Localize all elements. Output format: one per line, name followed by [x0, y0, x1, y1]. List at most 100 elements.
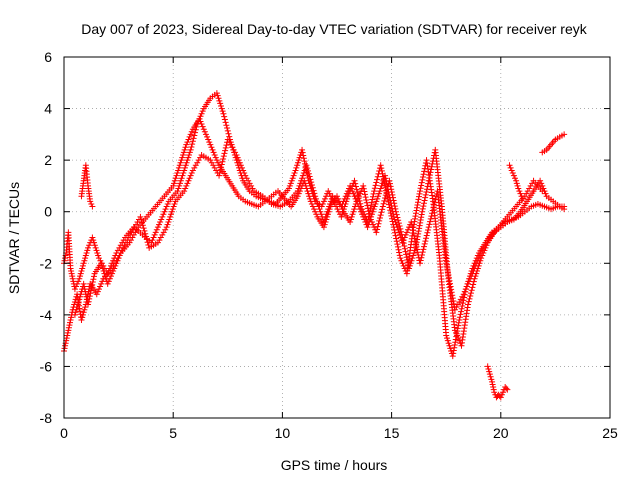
data-point: [420, 171, 427, 178]
data-point: [392, 232, 399, 239]
data-point: [374, 173, 381, 180]
data-point: [160, 211, 167, 218]
data-point: [377, 212, 384, 219]
data-point: [211, 164, 218, 171]
data-point: [156, 237, 163, 244]
data-point: [178, 157, 185, 164]
data-point: [392, 219, 399, 226]
data-point: [487, 373, 494, 380]
data-point: [176, 182, 183, 189]
data-point: [379, 206, 386, 213]
data-point: [321, 221, 328, 228]
data-point: [302, 182, 309, 189]
data-point: [186, 133, 193, 140]
data-point: [285, 185, 292, 192]
data-point: [354, 200, 361, 207]
data-point: [404, 257, 411, 264]
data-point: [429, 207, 436, 214]
data-point: [220, 155, 227, 162]
data-point: [486, 368, 493, 375]
data-point: [169, 206, 176, 213]
data-point: [462, 286, 469, 293]
data-point: [294, 193, 301, 200]
data-point: [423, 235, 430, 242]
data-point: [87, 290, 94, 297]
data-point: [308, 181, 315, 188]
data-point: [352, 195, 359, 202]
data-point: [181, 188, 188, 195]
data-point: [226, 139, 233, 146]
data-point: [185, 154, 192, 161]
data-point: [408, 219, 415, 226]
data-point: [110, 268, 117, 275]
data-point: [411, 232, 418, 239]
data-point: [450, 300, 457, 307]
data-point: [488, 376, 495, 383]
data-point: [383, 178, 390, 185]
data-point: [410, 227, 417, 234]
data-point: [418, 211, 425, 218]
data-point: [369, 193, 376, 200]
data-point: [226, 133, 233, 140]
data-point: [393, 238, 400, 245]
data-point: [453, 329, 460, 336]
data-point: [477, 252, 484, 259]
data-point: [80, 260, 87, 267]
data-point: [187, 131, 194, 138]
data-point: [302, 160, 309, 167]
data-point: [414, 199, 421, 206]
data-point: [403, 229, 410, 236]
data-point: [457, 296, 464, 303]
data-point: [184, 180, 191, 187]
data-point: [65, 327, 72, 334]
data-point: [173, 172, 180, 179]
data-point: [519, 195, 526, 202]
data-point: [423, 186, 430, 193]
data-point: [333, 203, 340, 210]
data-point: [78, 268, 85, 275]
data-point: [111, 265, 118, 272]
data-point: [68, 314, 75, 321]
y-tick-label: 2: [44, 152, 52, 168]
data-point: [248, 182, 255, 189]
data-point: [514, 182, 521, 189]
data-point: [191, 164, 198, 171]
data-point: [311, 190, 318, 197]
data-point: [182, 185, 189, 192]
data-point: [452, 339, 459, 346]
data-point: [455, 319, 462, 326]
data-point: [529, 180, 536, 187]
data-point: [324, 208, 331, 215]
data-point: [81, 286, 88, 293]
data-point: [180, 151, 187, 158]
data-point: [312, 208, 319, 215]
data-point: [419, 176, 426, 183]
data-point: [426, 172, 433, 179]
data-point: [77, 273, 84, 280]
data-point: [307, 176, 314, 183]
data-point: [89, 279, 96, 286]
data-point: [90, 237, 97, 244]
data-point: [207, 141, 214, 148]
data-point: [425, 180, 432, 187]
data-point: [320, 198, 327, 205]
data-point: [497, 394, 504, 401]
data-point: [348, 213, 355, 220]
data-point: [314, 200, 321, 207]
data-point: [385, 189, 392, 196]
data-point: [78, 317, 85, 324]
data-point: [217, 100, 224, 107]
data-point: [185, 177, 192, 184]
data-point: [127, 231, 134, 238]
data-point: [162, 206, 169, 213]
data-point: [311, 206, 318, 213]
data-point: [124, 237, 131, 244]
data-point: [414, 249, 421, 256]
data-point: [413, 243, 420, 250]
data-point: [95, 286, 102, 293]
data-point: [77, 291, 84, 298]
data-point: [221, 116, 228, 123]
data-point: [527, 182, 534, 189]
data-point: [222, 144, 229, 151]
data-point: [245, 177, 252, 184]
